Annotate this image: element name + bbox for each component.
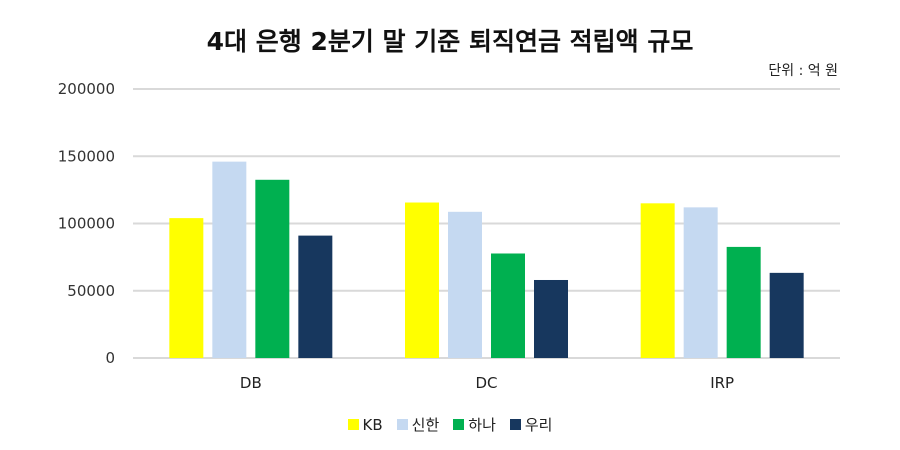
legend-item: 하나 bbox=[453, 414, 496, 435]
y-tick-label: 200000 bbox=[58, 80, 115, 98]
bar-DB-우리 bbox=[298, 235, 333, 358]
legend-swatch bbox=[509, 419, 521, 430]
bar-DB-신한 bbox=[212, 161, 247, 358]
legend-swatch bbox=[453, 419, 465, 430]
bar-IRP-KB bbox=[640, 203, 675, 358]
y-tick-label: 0 bbox=[105, 349, 115, 367]
legend-item: KB bbox=[347, 414, 383, 435]
bar-DB-하나 bbox=[255, 179, 290, 358]
x-tick-label: DC bbox=[475, 374, 497, 392]
legend-label: 신한 bbox=[411, 416, 440, 434]
bar-IRP-하나 bbox=[726, 246, 761, 358]
legend-label: KB bbox=[362, 415, 383, 434]
legend-swatch bbox=[347, 419, 359, 430]
bar-DC-하나 bbox=[491, 253, 525, 358]
bar-DB-KB bbox=[169, 218, 204, 358]
bar-DC-우리 bbox=[534, 279, 568, 358]
bar-IRP-신한 bbox=[683, 207, 718, 358]
legend-swatch bbox=[396, 419, 408, 430]
bar-DC-KB bbox=[405, 202, 439, 358]
bar-IRP-우리 bbox=[769, 272, 804, 358]
legend-label: 우리 bbox=[524, 416, 553, 434]
unit-note: 단위 : 억 원 bbox=[768, 63, 838, 79]
legend-item: 우리 bbox=[509, 414, 553, 435]
legend-item: 신한 bbox=[396, 414, 440, 435]
chart-title: 4대 은행 2분기 말 기준 퇴직연금 적립액 규모 bbox=[206, 27, 694, 56]
legend-label: 하나 bbox=[468, 416, 496, 434]
x-tick-label: IRP bbox=[710, 374, 734, 392]
y-tick-label: 50000 bbox=[67, 282, 115, 300]
bar-DC-신한 bbox=[448, 211, 482, 358]
y-tick-label: 150000 bbox=[58, 147, 115, 165]
legend: KB 신한 하나 우리 bbox=[0, 414, 900, 435]
y-tick-label: 100000 bbox=[58, 215, 115, 233]
x-tick-label: DB bbox=[240, 374, 262, 392]
